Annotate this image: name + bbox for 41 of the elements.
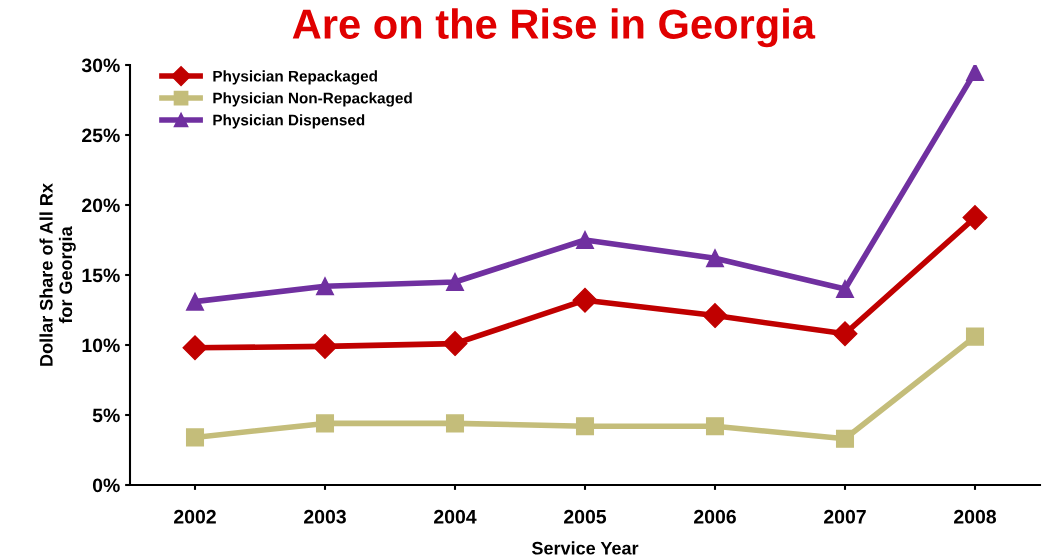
- y-tick-label: 10%: [82, 338, 120, 353]
- x-tick-label: 2003: [304, 509, 346, 524]
- point: [182, 335, 208, 361]
- point: [965, 327, 985, 346]
- y-tick-label: 5%: [92, 408, 120, 423]
- point: [442, 331, 468, 357]
- point: [185, 428, 205, 447]
- y-tick-label: 15%: [82, 268, 120, 283]
- point: [835, 429, 855, 448]
- point: [312, 333, 338, 359]
- x-axis-title: Service Year: [531, 541, 639, 555]
- point: [445, 272, 465, 292]
- point: [185, 292, 205, 311]
- x-tick-label: 2006: [694, 509, 736, 524]
- legend-label: Physician Non-Repackaged: [213, 92, 412, 107]
- point: [575, 417, 595, 436]
- point: [965, 65, 985, 82]
- point: [705, 249, 725, 268]
- point: [315, 277, 335, 296]
- x-tick-label: 2004: [434, 509, 477, 524]
- y-tick-label: 25%: [82, 128, 120, 143]
- point: [705, 417, 725, 436]
- legend-label: Physician Dispensed: [213, 114, 365, 129]
- x-tick-label: 2007: [824, 509, 866, 524]
- point: [572, 287, 598, 313]
- x-tick-label: 2008: [954, 509, 997, 524]
- y-tick-label: 0%: [92, 478, 120, 493]
- x-tick-label: 2002: [174, 509, 216, 524]
- y-axis-title: Dollar Share of All Rx for Georgia: [39, 183, 76, 366]
- point: [832, 321, 858, 347]
- y-tick-label: 30%: [81, 58, 120, 73]
- chart-title: Are on the Rise in Georgia: [292, 8, 816, 48]
- point: [575, 230, 595, 250]
- point: [835, 279, 855, 299]
- legend-label: Physician Repackaged: [213, 70, 377, 85]
- point: [315, 414, 335, 433]
- point: [702, 303, 728, 329]
- y-tick-label: 20%: [82, 198, 120, 213]
- point: [445, 414, 465, 433]
- x-tick-label: 2005: [564, 509, 607, 524]
- point: [962, 205, 988, 231]
